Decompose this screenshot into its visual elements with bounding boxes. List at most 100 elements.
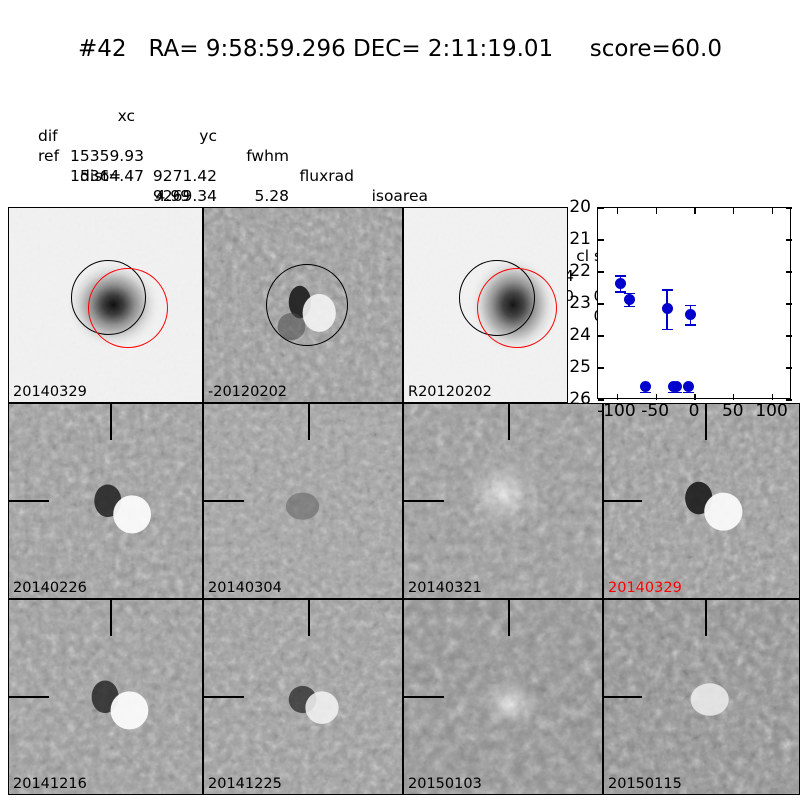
position-tick-left [404,696,444,698]
cell-ref-xc: 15364.47 [70,167,144,185]
page-title: #42 RA= 9:58:59.296 DEC= 2:11:19.01 scor… [78,36,722,62]
x-axis-tick [733,208,735,214]
table-row-summary: dist= 4.99 z=0.1680 18.63 new [0,146,800,265]
position-tick-left [204,500,244,502]
cutout-epoch-20140304[interactable]: 20140304 [203,403,403,599]
y-axis-tick [786,207,792,209]
x-axis-tick [733,394,735,400]
position-tick-top [705,600,707,636]
cutout-label: 20150115 [608,776,682,792]
cell-dif-fwhm: 5.28 [254,187,289,205]
cutout-new-20140329[interactable]: 20140329 [8,207,203,403]
position-tick-left [404,500,444,502]
data-point-upper-limit [639,381,651,393]
cell-ref-yc: 9269.34 [152,187,217,205]
position-tick-top [308,404,310,440]
cutout-epoch-20140329-discovery[interactable]: 20140329 [603,403,800,599]
position-tick-top [508,600,510,636]
y-axis-tick-label: 21 [569,229,591,249]
error-bar-cap [661,288,673,291]
error-bar-cap [661,328,673,331]
reference-position-circle [88,268,168,348]
data-point-detection [615,277,626,289]
row-label-ref: ref [38,147,60,165]
row-label-dif: dif [38,127,58,145]
position-tick-top [508,404,510,440]
y-axis-tick [598,399,604,401]
cutout-epoch-20140226[interactable]: 20140226 [8,403,203,599]
y-axis-tick [786,239,792,241]
col-header-xc: xc [117,107,135,125]
position-tick-left [604,696,642,698]
x-axis-tick-label: -50 [641,401,670,421]
y-axis-tick [598,303,604,305]
plot-data-area [598,207,792,401]
y-axis-tick-label: 25 [569,357,591,377]
data-point-detection [623,293,635,305]
x-axis-tick [694,394,696,400]
y-axis-tick [786,399,792,401]
table-header-row: xc yc fwhm fluxrad isoarea mag auto aper… [0,86,800,285]
cell-dif-yc: 9271.42 [152,167,217,185]
x-axis-tick-label: 50 [721,401,744,421]
y-axis-tick-label: 24 [569,325,591,345]
dist-value: 4.99 [155,187,190,205]
x-axis-tick-label: -100 [597,401,636,421]
y-axis-tick [786,303,792,305]
cutout-label: 20140304 [208,580,282,596]
error-bar-cap [684,323,696,326]
position-tick-top [110,600,112,636]
cutout-epoch-20140321[interactable]: 20140321 [403,403,603,599]
y-axis-tick [786,271,792,273]
col-header-isoarea: isoarea [371,187,428,205]
cutout-label-ref: R20120202 [408,384,492,400]
position-tick-left [204,696,244,698]
x-axis-tick [771,394,774,400]
error-bar-cap [615,275,626,277]
position-tick-left [9,500,49,502]
error-bar-cap [623,292,635,295]
position-tick-top [110,404,112,440]
cutout-label: 20141216 [13,776,87,792]
x-axis-tick [655,208,657,214]
cutout-label: 20140226 [13,580,87,596]
y-axis-tick-label: 22 [569,261,591,281]
y-axis-tick-label: 26 [569,389,591,409]
y-axis-tick-label: 23 [569,293,591,313]
x-axis-tick [616,208,619,214]
cutout-epoch-20150103[interactable]: 20150103 [403,599,603,795]
col-header-fwhm: fwhm [246,147,289,165]
cutout-label-new: 20140329 [13,384,87,400]
data-point-detection [661,303,673,315]
cutout-diff-20120202[interactable]: -20120202 [203,207,403,403]
data-point-detection [684,308,696,320]
y-axis-tick [786,335,792,337]
x-axis-tick-label: 100 [755,401,788,421]
y-axis-tick [598,207,604,209]
cutout-ref-20120202[interactable]: R20120202 [403,207,568,403]
position-tick-left [9,696,49,698]
position-tick-top [705,404,707,440]
position-tick-top [308,600,310,636]
cutout-label: 20141225 [208,776,282,792]
cutout-label-diff: -20120202 [208,384,288,400]
cutout-label: 20150103 [408,776,482,792]
position-tick-left [604,500,642,502]
y-axis-tick [598,335,604,337]
new-position-circle [266,264,348,346]
cell-dif-xc: 15359.93 [70,147,144,165]
error-bar-cap [684,304,696,307]
light-curve-plot[interactable] [597,207,792,401]
x-axis-tick [771,208,774,214]
cutout-epoch-20141225[interactable]: 20141225 [203,599,403,795]
cutout-epoch-20150115[interactable]: 20150115 [603,599,800,795]
error-bar-cap [615,291,626,293]
x-axis-tick [694,208,696,214]
cutout-epoch-20141216[interactable]: 20141216 [8,599,203,795]
cutout-label: 20140321 [408,580,482,596]
error-bar-cap [623,305,635,308]
x-axis-tick [655,394,657,400]
y-axis-tick-label: 20 [569,197,591,217]
reference-position-circle [477,268,557,348]
